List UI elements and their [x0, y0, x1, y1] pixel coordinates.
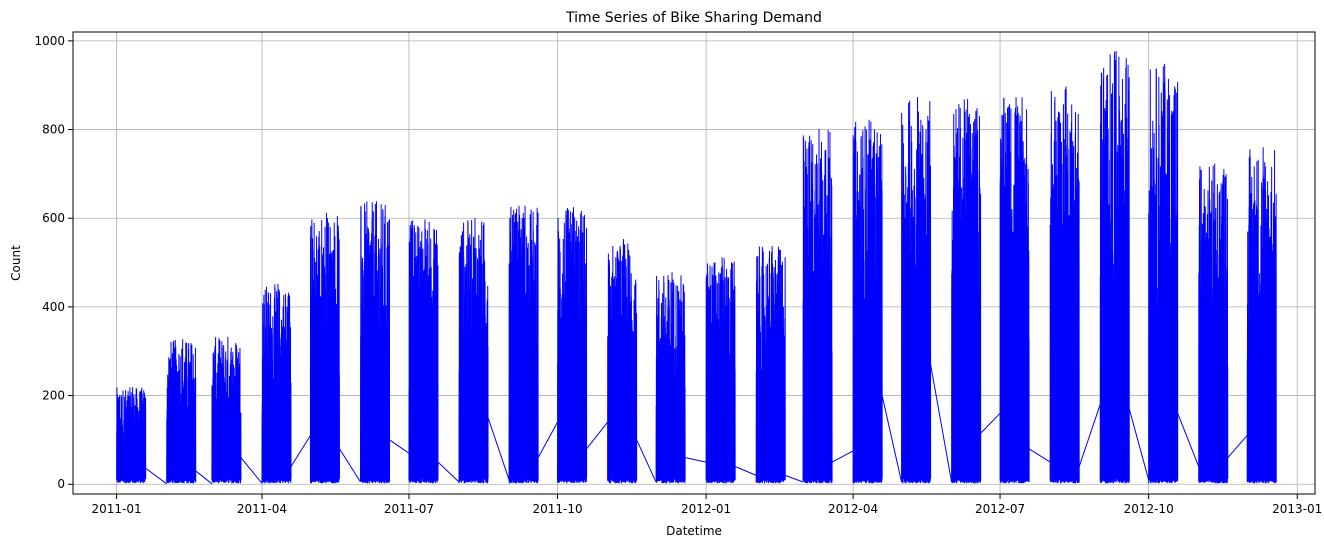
series-window-line: [116, 387, 147, 484]
series-connector-line: [240, 457, 263, 484]
y-tick-label: 200: [42, 389, 65, 403]
series-connector-line: [290, 435, 311, 467]
series-connector-line: [734, 466, 757, 476]
series-window-line: [1049, 86, 1080, 484]
series-connector-line: [636, 439, 657, 483]
series-window-line: [408, 219, 439, 484]
series-window-line: [999, 97, 1030, 484]
x-tick-label: 2011-10: [532, 502, 582, 516]
plot-area: [116, 51, 1277, 485]
series-connector-line: [145, 467, 167, 485]
y-tick-label: 400: [42, 300, 65, 314]
x-axis-label: Datetime: [666, 524, 722, 538]
series-window-line: [1246, 147, 1277, 484]
series-window-line: [802, 129, 833, 484]
y-axis: 0 200 400 600 800 1000: [34, 34, 73, 491]
series-connector-line: [881, 395, 903, 483]
y-axis-label: Count: [9, 245, 23, 281]
series-window-line: [508, 205, 539, 484]
series-connector-line: [1177, 413, 1200, 467]
series-window-line: [261, 283, 292, 484]
series-connector-line: [930, 364, 953, 483]
series-window-line: [1198, 163, 1229, 484]
series-window-line: [557, 207, 588, 484]
series-connector-line: [1227, 435, 1248, 458]
series-window-line: [755, 246, 786, 484]
series-window-line: [309, 212, 340, 484]
x-axis: 2011-01 2011-04 2011-07 2011-10 2012-01 2012-…: [92, 494, 1322, 516]
y-tick-label: 600: [42, 211, 65, 225]
x-tick-label: 2011-07: [384, 502, 434, 516]
series-connector-line: [685, 457, 707, 463]
series-connector-line: [831, 450, 854, 463]
series-window-line: [211, 337, 242, 484]
series-connector-line: [195, 470, 213, 485]
y-tick-label: 1000: [34, 34, 65, 48]
series-window-line: [1099, 51, 1130, 484]
series-window-line: [705, 257, 736, 484]
series-window-line: [607, 239, 638, 484]
series-connector-line: [1078, 404, 1101, 467]
series-connector-line: [785, 474, 804, 483]
x-tick-label: 2011-01: [92, 502, 142, 516]
series-connector-line: [437, 461, 460, 483]
x-tick-label: 2012-04: [828, 502, 878, 516]
series-connector-line: [1128, 408, 1150, 480]
x-tick-label: 2012-10: [1124, 502, 1174, 516]
series-window-line: [1148, 63, 1179, 484]
x-tick-label: 2013-01: [1272, 502, 1322, 516]
x-tick-label: 2012-01: [681, 502, 731, 516]
plot-frame: [72, 31, 1316, 495]
series-window-line: [852, 119, 883, 484]
series-connector-line: [339, 448, 361, 483]
y-tick-label: 0: [57, 477, 65, 491]
series-connector-line: [586, 421, 608, 450]
series-connector-line: [1028, 448, 1051, 463]
series-window-line: [951, 98, 982, 484]
x-tick-label: 2012-07: [975, 502, 1025, 516]
series-window-line: [359, 201, 391, 484]
series-window-line: [458, 218, 489, 484]
series-connector-line: [980, 412, 1001, 434]
x-tick-label: 2011-04: [237, 502, 287, 516]
series-connector-line: [487, 417, 510, 480]
series-connector-line: [537, 421, 558, 458]
y-tick-label: 800: [42, 123, 65, 137]
series-window-line: [655, 272, 686, 484]
series-window-line: [901, 97, 932, 484]
chart-title: Time Series of Bike Sharing Demand: [565, 10, 822, 26]
series-window-line: [166, 339, 197, 484]
series-connector-line: [389, 439, 410, 454]
